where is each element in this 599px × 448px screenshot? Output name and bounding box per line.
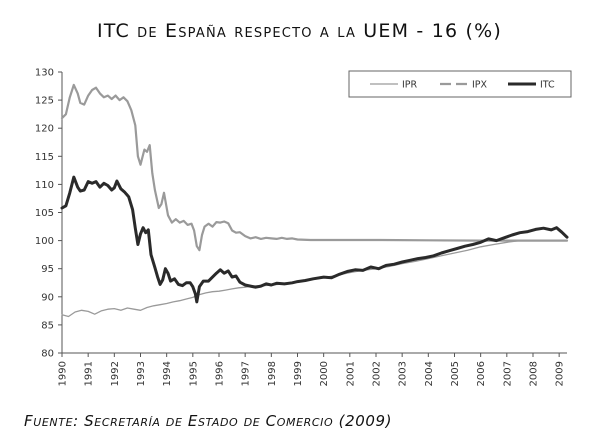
x-tick-label: 1995 (188, 361, 199, 386)
x-tick-label: 1992 (110, 361, 121, 386)
x-tick-label: 1991 (84, 361, 95, 386)
series-line-ipx (60, 83, 569, 252)
y-tick-label: 105 (35, 208, 54, 219)
series-layer (60, 83, 569, 318)
x-tick-label: 2000 (319, 361, 330, 386)
x-tick-label: 1998 (267, 361, 278, 386)
y-tick-label: 130 (35, 68, 54, 79)
y-tick-label: 95 (41, 264, 54, 275)
legend-label-itc: ITC (540, 80, 555, 91)
chart-source: Fuente: Secretaría de Estado de Comercio… (24, 412, 393, 430)
x-tick-label: 2003 (398, 361, 409, 386)
x-tick-label: 1993 (136, 361, 147, 386)
legend-label-ipr: IPR (402, 80, 418, 91)
x-tick-label: 2009 (555, 361, 566, 386)
x-tick-label: 1990 (58, 361, 69, 386)
y-tick-label: 85 (41, 320, 54, 331)
chart-legend: IPR IPX ITC (348, 70, 572, 98)
y-tick-label: 100 (35, 236, 54, 247)
x-tick-label: 2001 (345, 361, 356, 386)
y-tick-label: 90 (41, 292, 54, 303)
x-tick-label: 1999 (293, 361, 304, 386)
legend-label-ipx: IPX (472, 80, 488, 91)
x-tick-label: 2008 (528, 361, 539, 386)
series-line-itc (60, 175, 569, 304)
y-tick-label: 110 (35, 180, 54, 191)
y-tick-label: 115 (35, 152, 54, 163)
y-tick-label: 80 (41, 349, 54, 360)
x-tick-label: 2007 (502, 361, 513, 386)
chart-axes: 80 85 90 95 100 105 110 115 120 125 130 1990 1991 199… (35, 68, 567, 386)
x-tick-label: 1994 (162, 361, 173, 386)
chart-title: ITC de España respecto a la UEM - 16 (%) (96, 20, 503, 42)
series-line-ipr (61, 239, 568, 318)
x-tick-label: 2002 (371, 361, 382, 386)
y-tick-label: 120 (35, 124, 54, 135)
x-tick-label: 2004 (424, 361, 435, 386)
x-tick-label: 2006 (476, 361, 487, 386)
x-tick-label: 2005 (450, 361, 461, 386)
y-tick-label: 125 (35, 96, 54, 107)
x-tick-label: 1997 (241, 361, 252, 386)
x-tick-label: 1996 (214, 361, 225, 386)
